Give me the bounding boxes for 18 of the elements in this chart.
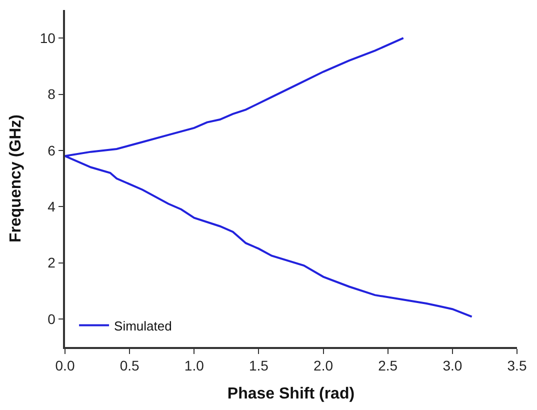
y-tick-label: 0 xyxy=(48,310,56,327)
x-tick-label: 2.5 xyxy=(378,358,398,374)
x-tick-label: 0.5 xyxy=(120,358,140,374)
x-tick-label: 0.0 xyxy=(55,358,75,374)
y-axis-title: Frequency (GHz) xyxy=(7,114,24,243)
y-tick-label: 10 xyxy=(40,30,56,46)
x-tick-label: 3.0 xyxy=(442,358,462,374)
x-tick-label: 3.5 xyxy=(507,358,527,374)
y-tick-label: 4 xyxy=(48,198,56,214)
x-tick-label: 1.5 xyxy=(248,358,269,374)
y-tick-label: 2 xyxy=(48,254,56,271)
x-tick-label: 2.0 xyxy=(314,358,334,374)
y-tick-label: 6 xyxy=(48,142,56,158)
y-tick-label: 8 xyxy=(48,86,56,102)
legend-label: Simulated xyxy=(114,318,172,334)
x-tick-label: 1.0 xyxy=(184,358,204,374)
line-series xyxy=(65,37,473,318)
x-axis-title: Phase Shift (rad) xyxy=(227,386,355,403)
